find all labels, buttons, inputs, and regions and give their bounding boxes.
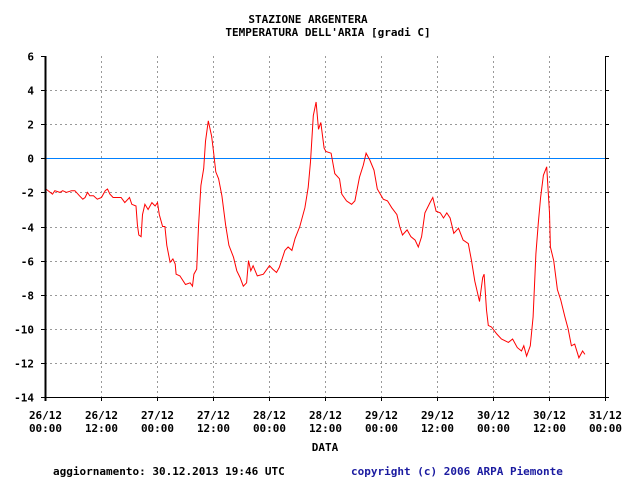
x-tick-time-label: 12:00	[85, 422, 118, 435]
x-tick-date-label: 29/12	[421, 409, 454, 422]
x-tick-time-label: 12:00	[421, 422, 454, 435]
y-tick-label: 2	[27, 119, 34, 132]
y-tick-label: -6	[21, 256, 35, 269]
x-tick-time-label: 12:00	[197, 422, 230, 435]
y-tick-label: 4	[27, 85, 34, 98]
x-tick-date-label: 26/12	[29, 409, 62, 422]
update-timestamp: aggiornamento: 30.12.2013 19:46 UTC	[53, 465, 285, 478]
x-tick-time-label: 12:00	[533, 422, 566, 435]
grid-lines	[45, 56, 605, 397]
chart-subtitle: TEMPERATURA DELL'ARIA [gradi C]	[225, 26, 430, 39]
x-tick-date-label: 28/12	[253, 409, 286, 422]
x-tick-time-label: 00:00	[589, 422, 622, 435]
y-tick-label: -14	[14, 392, 34, 405]
x-tick-date-label: 28/12	[309, 409, 342, 422]
x-tick-time-label: 12:00	[309, 422, 342, 435]
x-tick-time-label: 00:00	[477, 422, 510, 435]
y-tick-label: -10	[14, 324, 34, 337]
y-tick-label: 0	[27, 153, 34, 166]
x-tick-date-label: 29/12	[365, 409, 398, 422]
x-tick-date-label: 30/12	[477, 409, 510, 422]
x-tick-time-label: 00:00	[253, 422, 286, 435]
y-tick-label: 6	[27, 51, 34, 64]
y-tick-label: -2	[21, 187, 34, 200]
x-tick-time-label: 00:00	[141, 422, 174, 435]
x-tick-date-label: 26/12	[85, 409, 118, 422]
y-tick-label: -4	[21, 222, 35, 235]
y-axis-ticks: 6 4 2 0 -2 -4 -6 -8 -10 -12 -14	[14, 51, 609, 405]
chart-title: STAZIONE ARGENTERA	[248, 13, 368, 26]
x-tick-time-label: 00:00	[29, 422, 62, 435]
x-tick-date-label: 31/12	[589, 409, 622, 422]
x-tick-date-label: 30/12	[533, 409, 566, 422]
copyright-notice: copyright (c) 2006 ARPA Piemonte	[351, 465, 563, 478]
x-tick-date-label: 27/12	[197, 409, 230, 422]
temperature-series-line	[45, 101, 586, 360]
x-tick-date-label: 27/12	[141, 409, 174, 422]
x-tick-time-label: 00:00	[365, 422, 398, 435]
x-axis-ticks: 26/1200:0026/1212:0027/1200:0027/1212:00…	[29, 397, 622, 435]
y-tick-label: -12	[14, 358, 34, 371]
x-axis-label: DATA	[312, 441, 339, 454]
y-tick-label: -8	[21, 290, 34, 303]
